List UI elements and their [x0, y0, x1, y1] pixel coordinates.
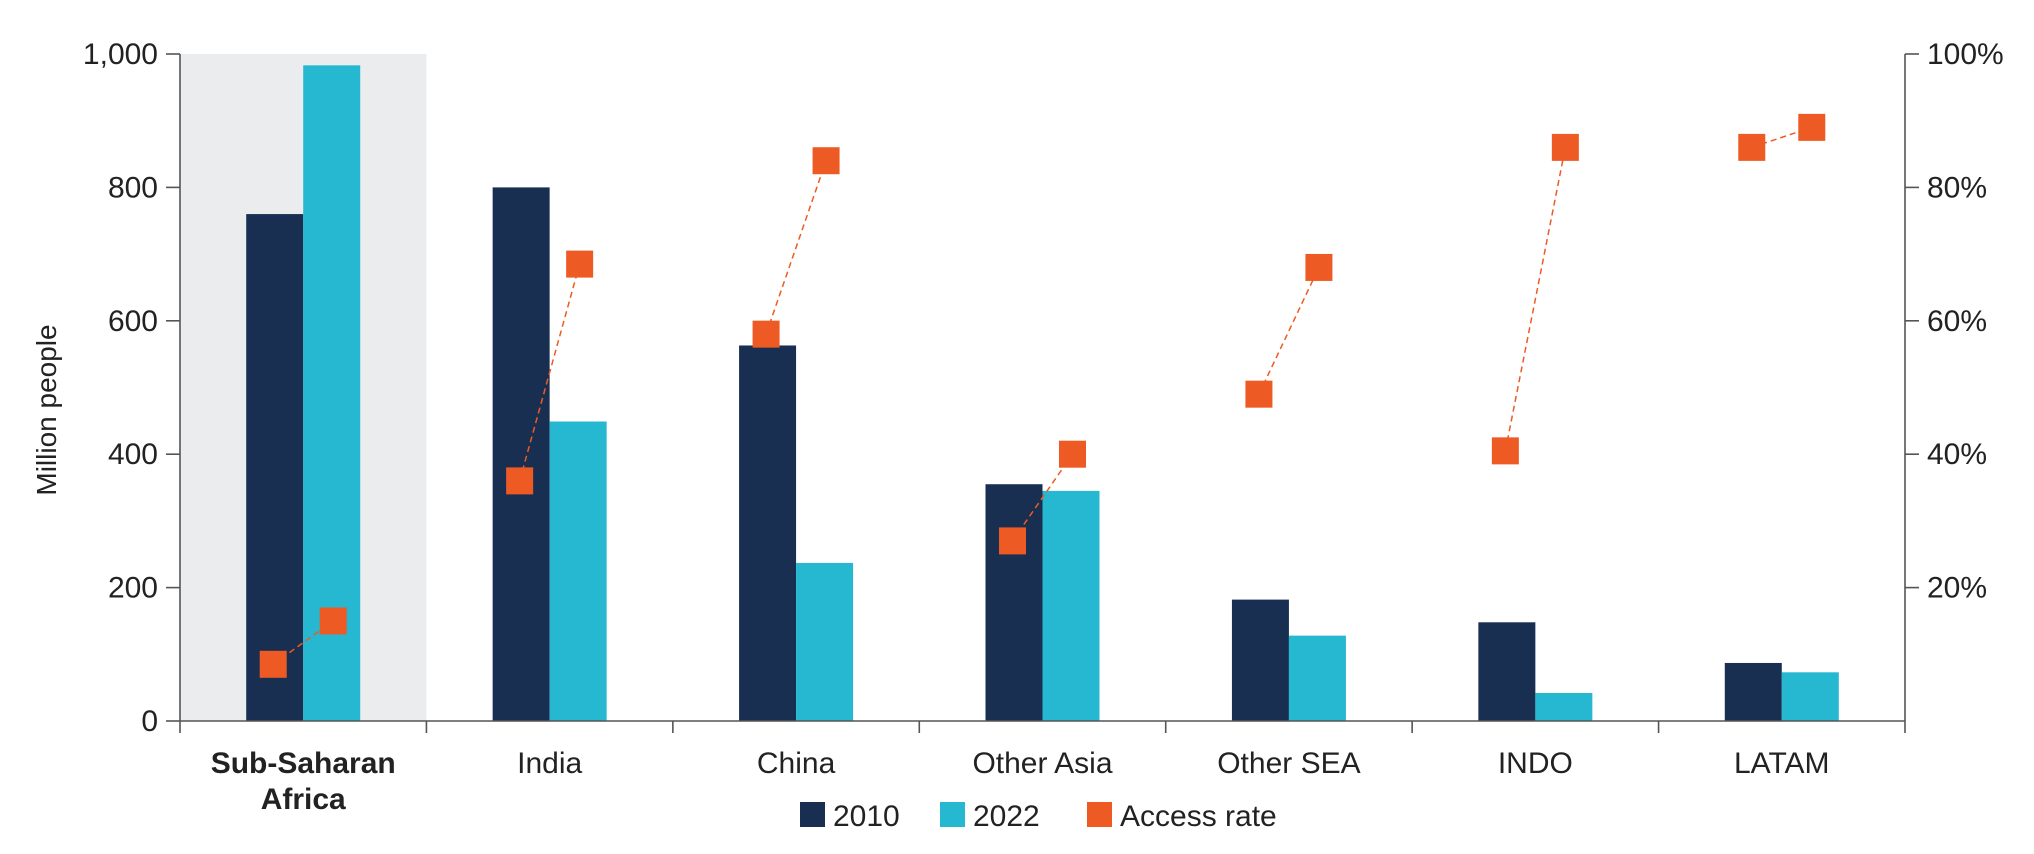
access-rate-2022-marker [812, 147, 840, 175]
access-rate-connector [1258, 267, 1320, 395]
x-category-label: Other Asia [972, 747, 1112, 780]
access-rate-2010-marker [1245, 380, 1273, 408]
y2-tick-label: 60% [1927, 305, 1987, 338]
x-category-label-line: Other Asia [972, 747, 1112, 780]
x-category-label-line: LATAM [1734, 747, 1830, 780]
access-rate-2022-marker [566, 250, 594, 278]
access-rate-2022-marker [1305, 253, 1333, 281]
bar-2022-indo [1535, 692, 1593, 721]
x-category-label: China [757, 747, 836, 780]
x-category-label-line: India [517, 747, 582, 780]
bar-2022-latam [1781, 672, 1839, 721]
access-rate-2010-marker [1491, 437, 1519, 465]
bar-2010-china [739, 345, 797, 721]
legend-swatch [800, 802, 825, 827]
y2-tick-label: 80% [1927, 171, 1987, 204]
access-rate-2010-marker [752, 320, 780, 348]
x-category-label-line: INDO [1498, 747, 1573, 780]
access-rate-2010-marker [259, 650, 287, 678]
bar-2010-latam [1724, 662, 1782, 721]
x-category-label-line: China [757, 747, 836, 780]
access-rate-2022-marker [1551, 133, 1579, 161]
x-category-label-line: Sub-Saharan [211, 747, 396, 780]
access-rate-2010-marker [1738, 133, 1766, 161]
bar-2010-other-sea [1231, 599, 1289, 721]
x-category-label: India [517, 747, 582, 780]
x-category-label: INDO [1498, 747, 1573, 780]
y-tick-label: 800 [108, 171, 158, 204]
bar-2010-indo [1478, 622, 1536, 721]
legend-label: Access rate [1120, 800, 1277, 833]
y2-tick-label: 40% [1927, 438, 1987, 471]
access-rate-2022-marker [1798, 113, 1826, 141]
x-category-label-line: Africa [261, 783, 346, 816]
legend-label: 2022 [973, 800, 1040, 833]
y-tick-label: 1,000 [83, 38, 158, 71]
access-rate-2022-marker [319, 607, 347, 635]
legend-swatch [940, 802, 965, 827]
legend-swatch [1087, 802, 1112, 827]
bar-2022-other-asia [1042, 490, 1100, 721]
x-category-label-line: Other SEA [1217, 747, 1360, 780]
access-rate-connector [765, 160, 827, 335]
y-axis-title: Million people [31, 324, 62, 495]
access-rate-connector [1504, 147, 1567, 452]
access-rate-2010-marker [506, 467, 534, 495]
access-rate-layer [259, 113, 1826, 678]
access-rate-connector [518, 263, 581, 482]
bar-2010-sub-saharan-africa [246, 214, 304, 721]
access-rate-2010-marker [999, 527, 1026, 555]
y2-tick-label: 100% [1927, 38, 2004, 71]
y-tick-label: 200 [108, 572, 158, 605]
x-category-label: LATAM [1734, 747, 1830, 780]
legend-label: 2010 [833, 800, 900, 833]
bar-2010-india [492, 187, 550, 721]
x-category-label: Sub-Saharan Africa [211, 747, 396, 816]
bar-2010-other-asia [985, 484, 1043, 721]
legend: 2010 2022 Access rate [800, 800, 1277, 833]
bar-2022-other-sea [1288, 635, 1346, 721]
x-category-label: Other SEA [1217, 747, 1360, 780]
bar-2022-india [549, 421, 607, 721]
bar-2022-china [796, 562, 854, 721]
axes-layer: 0 200 400 600 800 1,000 20% 40% 60% 80% 100% Sub-Sa… [83, 38, 2004, 816]
access-rate-2022-marker [1059, 440, 1086, 468]
access-rate-connector [1011, 453, 1074, 542]
bars-layer [246, 65, 1839, 722]
y-tick-label: 600 [108, 305, 158, 338]
y2-tick-label: 20% [1927, 572, 1987, 605]
y-tick-label: 400 [108, 438, 158, 471]
y-tick-label: 0 [141, 705, 158, 738]
